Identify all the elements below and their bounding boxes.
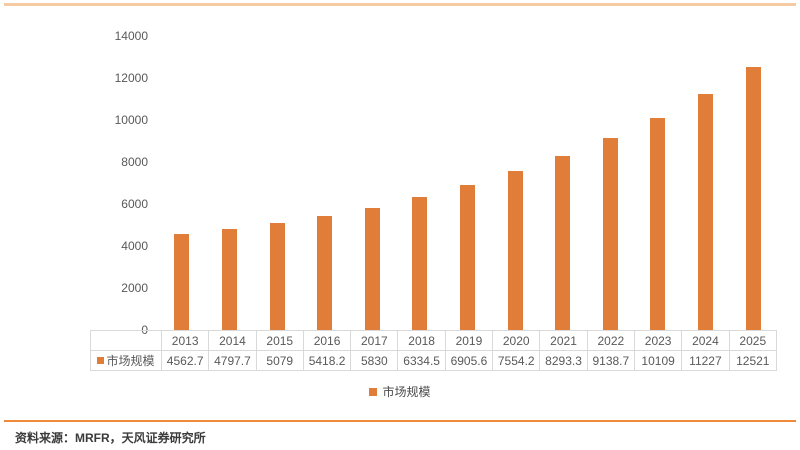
- bar-slot: [634, 36, 682, 330]
- bar-slot: [348, 36, 396, 330]
- series-header-label: 市场规模: [106, 354, 155, 368]
- value-cell: 7554.2: [492, 350, 541, 371]
- value-cell: 6334.5: [397, 350, 446, 371]
- value-cell: 10109: [633, 350, 683, 371]
- bar-slot: [682, 36, 730, 330]
- bar: [507, 171, 523, 330]
- year-cell: 2013: [160, 330, 210, 351]
- value-cell: 8293.3: [539, 350, 588, 371]
- bar-slot: [396, 36, 444, 330]
- table-series-header: 市场规模: [90, 350, 162, 371]
- year-cell: 2023: [633, 330, 683, 351]
- value-cell: 4562.7: [160, 350, 210, 371]
- bar-slot: [491, 36, 539, 330]
- bar: [269, 223, 285, 330]
- bar: [459, 184, 475, 330]
- year-cell: 2016: [302, 330, 352, 351]
- value-cell: 5418.2: [302, 350, 352, 371]
- bar-slot: [253, 36, 301, 330]
- table-year-row: 2013 2014 2015 2016 2017 2018 2019 2020 2021 2022…: [90, 330, 778, 351]
- bar-slot: [539, 36, 587, 330]
- bar-slot: [206, 36, 254, 330]
- year-cell: 2017: [350, 330, 399, 351]
- bottom-accent-rule: [4, 420, 796, 422]
- bar-slot: [729, 36, 777, 330]
- y-tick-label: 6000: [121, 197, 148, 211]
- bar: [221, 229, 237, 330]
- year-cell: 2015: [255, 330, 304, 351]
- bar: [412, 196, 428, 330]
- y-tick-label: 14000: [114, 29, 148, 43]
- year-cell: 2025: [728, 330, 778, 351]
- bar-slot: [301, 36, 349, 330]
- y-tick-label: 10000: [114, 113, 148, 127]
- bar: [317, 216, 333, 330]
- series-marker-icon: [97, 357, 105, 364]
- value-cell: 9138.7: [586, 350, 635, 371]
- bar: [650, 117, 666, 330]
- table-value-row: 市场规模 4562.7 4797.7 5079 5418.2 5830 6334.5 690…: [90, 350, 778, 371]
- value-cell: 4797.7: [208, 350, 257, 371]
- value-cell: 6905.6: [444, 350, 494, 371]
- value-cell: 5079: [255, 350, 304, 371]
- value-cell: 5830: [350, 350, 399, 371]
- year-cell: 2022: [586, 330, 635, 351]
- plot-area: [158, 36, 777, 330]
- source-note: 资料来源：MRFR，天风证券研究所: [15, 431, 206, 445]
- year-cell: 2019: [444, 330, 494, 351]
- chart-legend: 市场规模: [0, 383, 800, 400]
- y-axis: 14000 12000 10000 8000 6000 4000 2000 0: [60, 28, 148, 338]
- y-tick-label: 2000: [121, 281, 148, 295]
- bar: [364, 207, 380, 330]
- value-cell: 12521: [728, 350, 778, 371]
- year-cell: 2021: [539, 330, 588, 351]
- y-tick-label: 4000: [121, 239, 148, 253]
- bar: [174, 234, 190, 330]
- bar: [745, 67, 761, 330]
- bar: [602, 138, 618, 330]
- bar-slot: [444, 36, 492, 330]
- bar-slot: [158, 36, 206, 330]
- year-cell: 2014: [208, 330, 257, 351]
- bar: [698, 94, 714, 330]
- y-tick-label: 8000: [121, 155, 148, 169]
- bar: [555, 155, 571, 330]
- value-cell: 11227: [681, 350, 730, 371]
- top-accent-rule: [4, 3, 796, 6]
- year-cell: 2020: [492, 330, 541, 351]
- y-tick-label: 12000: [114, 71, 148, 85]
- year-cell: 2024: [681, 330, 730, 351]
- legend-label: 市场规模: [382, 385, 431, 399]
- year-cell: 2018: [397, 330, 446, 351]
- legend-marker-icon: [369, 387, 378, 396]
- data-table: 2013 2014 2015 2016 2017 2018 2019 2020 2021 2022…: [90, 330, 778, 371]
- table-corner-cell: [90, 330, 162, 351]
- bar-slot: [587, 36, 635, 330]
